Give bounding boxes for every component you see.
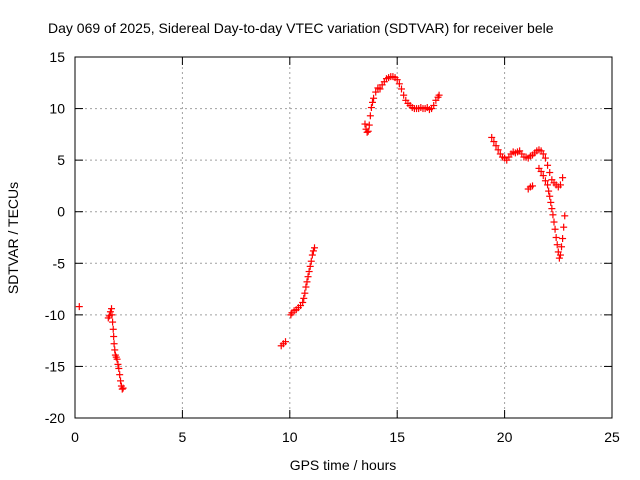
data-point: [75, 303, 83, 311]
data-point: [376, 85, 384, 93]
data-point: [492, 142, 500, 150]
x-tick-label: 25: [604, 429, 620, 445]
y-axis-label: SDTVAR / TECUs: [5, 182, 21, 294]
tick-labels: 0 5 10 15 20 25 -20 -15 -10 -5 0 5 10 15: [45, 49, 620, 445]
data-point: [558, 243, 566, 251]
y-tick-label: 0: [57, 204, 65, 220]
y-tick-label: 15: [49, 49, 65, 65]
y-tick-label: -5: [53, 255, 66, 271]
data-point: [114, 360, 122, 368]
data-point: [559, 235, 567, 243]
data-point: [397, 85, 405, 93]
data-point: [529, 182, 537, 190]
y-tick-label: 5: [57, 152, 65, 168]
data-point: [302, 283, 310, 291]
data-point: [109, 318, 117, 326]
data-point: [363, 128, 371, 136]
data-point: [301, 289, 309, 297]
data-point: [111, 346, 119, 354]
data-point: [113, 355, 121, 363]
data-point: [395, 80, 403, 88]
data-point: [544, 181, 552, 189]
data-point: [308, 251, 316, 259]
data-point: [117, 377, 125, 385]
data-point: [546, 169, 554, 177]
data-point: [300, 294, 308, 302]
data-point: [546, 192, 554, 200]
data-point: [430, 101, 438, 109]
data-point: [307, 257, 315, 265]
data-point: [556, 181, 564, 189]
plot-frame: [74, 56, 613, 419]
data-point: [548, 205, 556, 213]
data-point: [545, 187, 553, 195]
data-point: [561, 212, 569, 220]
data-point: [552, 234, 560, 241]
data-point: [116, 371, 124, 379]
data-point: [490, 138, 498, 146]
data-point: [544, 161, 552, 169]
data-point: [304, 273, 312, 281]
data-point: [537, 167, 545, 175]
data-point: [110, 333, 118, 341]
y-tick-label: 10: [49, 101, 65, 117]
data-point: [365, 121, 373, 129]
y-tick-label: -20: [45, 410, 65, 426]
data-point: [118, 385, 126, 393]
data-points: [75, 73, 569, 393]
data-point: [547, 198, 555, 206]
data-point: [303, 278, 311, 286]
grid-lines: [75, 57, 612, 418]
data-point: [119, 384, 127, 392]
data-point: [488, 133, 496, 141]
data-point: [400, 91, 408, 99]
data-point: [551, 225, 559, 233]
data-point: [305, 268, 313, 276]
data-point: [559, 174, 567, 182]
data-point: [309, 247, 317, 255]
data-point: [106, 308, 114, 316]
data-point: [368, 98, 376, 106]
data-point: [366, 112, 374, 120]
data-point: [549, 211, 557, 219]
data-point: [370, 94, 378, 102]
data-point: [553, 241, 561, 249]
data-point: [364, 127, 372, 135]
data-point: [560, 223, 568, 231]
data-point: [555, 254, 563, 262]
y-tick-label: -10: [45, 307, 65, 323]
data-point: [539, 150, 547, 158]
data-point: [550, 218, 558, 226]
y-tick-label: -15: [45, 358, 65, 374]
x-axis-label: GPS time / hours: [290, 457, 397, 473]
data-point: [393, 76, 401, 84]
data-point: [311, 244, 319, 252]
axis-ticks: [74, 56, 613, 419]
x-tick-label: 15: [389, 429, 405, 445]
data-point: [539, 172, 547, 180]
data-point: [109, 325, 117, 333]
data-point: [541, 154, 549, 162]
x-tick-label: 20: [497, 429, 513, 445]
data-point: [299, 298, 307, 306]
x-tick-label: 10: [282, 429, 298, 445]
data-point: [110, 340, 118, 348]
data-point: [108, 305, 116, 313]
chart-title: Day 069 of 2025, Sidereal Day-to-day VTE…: [48, 20, 554, 36]
data-point: [108, 311, 116, 319]
data-point: [361, 120, 369, 128]
data-point: [541, 177, 549, 185]
data-point: [372, 88, 380, 96]
data-point: [282, 338, 290, 346]
data-point: [435, 91, 443, 99]
data-point: [115, 364, 123, 372]
data-point: [556, 251, 564, 259]
data-point: [367, 104, 375, 112]
x-tick-label: 5: [179, 429, 187, 445]
x-tick-label: 0: [71, 429, 79, 445]
data-point: [494, 146, 502, 154]
data-point: [306, 262, 314, 270]
